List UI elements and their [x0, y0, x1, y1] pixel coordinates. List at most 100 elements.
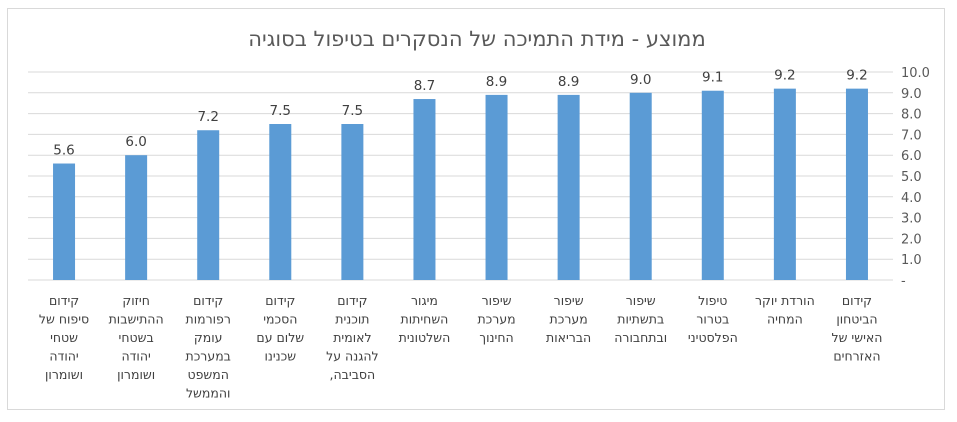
category-label-line: קידום	[265, 293, 295, 308]
y-tick-label: 3.0	[901, 212, 922, 227]
data-label: 8.9	[486, 74, 507, 90]
bar	[485, 94, 508, 280]
category-label-line: השחיתות	[401, 312, 449, 327]
data-labels: 9.2 9.2 9.1 9.0 8.9 8.9 8.7 7.5 7.5 7.2 6.0 5.6	[53, 68, 867, 159]
bar	[629, 92, 652, 280]
chart-title: ממוצע - מידת התמיכה של הנסקרים בטיפול בס…	[248, 27, 705, 51]
category-label-line: הורדת יוקר	[755, 293, 815, 308]
bars	[53, 88, 868, 280]
category-label-line: המשפט	[187, 367, 228, 382]
category-label-line: לאומית	[333, 330, 371, 345]
category-label-line: החינוך	[479, 330, 513, 345]
category-label: קידום תוכנית לאומית להגנה על הסביבה,	[326, 293, 379, 382]
category-label-line: בטרור	[696, 312, 729, 327]
category-label-line: הסביבה,	[330, 367, 376, 382]
category-label: שיפור מערכת הבריאות	[546, 293, 591, 345]
bar	[701, 90, 724, 280]
category-label: קידום הביטחון האישי של האזרחים	[832, 293, 883, 364]
category-label-line: ושומרון	[45, 367, 83, 382]
data-label: 7.2	[197, 109, 218, 125]
category-label-line: מערכת	[550, 312, 588, 327]
category-label-line: שלום עם	[256, 330, 304, 345]
y-tick-label: 1.0	[901, 253, 922, 268]
bar	[773, 88, 796, 280]
bar	[413, 99, 436, 280]
data-label: 9.2	[774, 68, 795, 84]
data-label: 9.0	[630, 72, 651, 88]
category-label-line: הביטחון	[836, 312, 877, 327]
category-label-line: שיפור	[482, 293, 512, 308]
category-labels: קידום הביטחון האישי של האזרחים הורדת יוקר המח…	[39, 293, 882, 401]
data-label: 5.6	[53, 143, 74, 159]
category-label-line: שטחי	[50, 330, 78, 345]
y-tick-label: 5.0	[901, 170, 922, 185]
category-label: הורדת יוקר המחיה	[755, 293, 815, 327]
category-label-line: מיגור	[411, 293, 438, 308]
category-label-line: בשטחי	[119, 330, 154, 345]
bar	[341, 124, 364, 280]
data-label: 6.0	[125, 134, 146, 150]
category-label-line: האזרחים	[833, 349, 880, 364]
category-label-line: והממשל	[186, 386, 231, 401]
category-label-line: קידום	[193, 293, 223, 308]
category-label-line: חיזוק	[122, 293, 150, 308]
data-label: 9.2	[846, 68, 867, 84]
category-label: חיזוק ההתישבות בשטחי יהודה ושומרון	[109, 293, 164, 382]
y-tick-label: 2.0	[901, 232, 922, 247]
category-label: קידום רפורמות עומק במערכת המשפט והממשל	[185, 293, 230, 401]
category-label-line: תוכנית	[335, 312, 369, 327]
data-label: 8.9	[558, 74, 579, 90]
category-label: קידום הסכמי שלום עם שכנינו	[256, 293, 304, 364]
category-label-line: יהודה	[49, 349, 78, 364]
category-label-line: הבריאות	[546, 330, 591, 345]
bar	[197, 130, 220, 280]
bar	[53, 163, 76, 280]
data-label: 9.1	[702, 70, 723, 86]
chart-svg: ממוצע - מידת התמיכה של הנסקרים בטיפול בס…	[28, 27, 930, 401]
bar	[557, 94, 580, 280]
category-label-line: עומק	[194, 330, 223, 345]
category-label-line: שכנינו	[264, 349, 296, 364]
category-label-line: שיפור	[554, 293, 584, 308]
category-label-line: ושומרון	[117, 367, 155, 382]
category-label-line: להגנה על	[326, 349, 379, 364]
y-tick-label: 10.0	[901, 66, 930, 81]
category-label-line: המחיה	[767, 312, 803, 327]
y-tick-label: -	[901, 274, 906, 289]
bar	[845, 88, 868, 280]
gridlines	[28, 71, 893, 281]
category-label-line: קידום	[337, 293, 367, 308]
category-label-line: רפורמות	[185, 312, 230, 327]
y-axis-ticks: - 1.0 2.0 3.0 4.0 5.0 6.0 7.0 8.0 9.0 10.0	[901, 66, 930, 289]
y-tick-label: 6.0	[901, 149, 922, 164]
category-label: מיגור השחיתות השלטונית	[399, 293, 451, 345]
category-label: שיפור בתשתיות ובתחבורה	[614, 293, 667, 345]
category-label-line: השלטונית	[399, 330, 451, 345]
category-label: קידום סיפוח של שטחי יהודה ושומרון	[39, 293, 89, 382]
category-label-line: האישי של	[832, 330, 883, 345]
data-label: 7.5	[270, 103, 291, 119]
y-tick-label: 8.0	[901, 108, 922, 123]
category-label-line: מערכת	[477, 312, 515, 327]
category-label-line: קידום	[49, 293, 79, 308]
bar	[269, 124, 292, 280]
category-label-line: שיפור	[626, 293, 656, 308]
y-tick-label: 7.0	[901, 128, 922, 143]
y-tick-label: 9.0	[901, 87, 922, 102]
category-label-line: סיפוח של	[39, 312, 89, 327]
data-label: 8.7	[414, 78, 435, 94]
category-label-line: הסכמי	[263, 312, 297, 327]
category-label-line: ובתחבורה	[614, 330, 667, 345]
data-label: 7.5	[342, 103, 363, 119]
category-label-line: יהודה	[121, 349, 150, 364]
y-tick-label: 4.0	[901, 191, 922, 206]
category-label: טיפול בטרור הפלסטיני	[688, 293, 738, 345]
chart-frame: ממוצע - מידת התמיכה של הנסקרים בטיפול בס…	[7, 8, 945, 410]
category-label-line: בתשתיות	[617, 312, 664, 327]
bar	[125, 155, 148, 280]
category-label-line: הפלסטיני	[688, 330, 738, 345]
category-label-line: ההתישבות	[109, 312, 164, 327]
category-label-line: קידום	[842, 293, 872, 308]
category-label-line: טיפול	[698, 293, 727, 308]
category-label-line: במערכת	[185, 349, 230, 364]
